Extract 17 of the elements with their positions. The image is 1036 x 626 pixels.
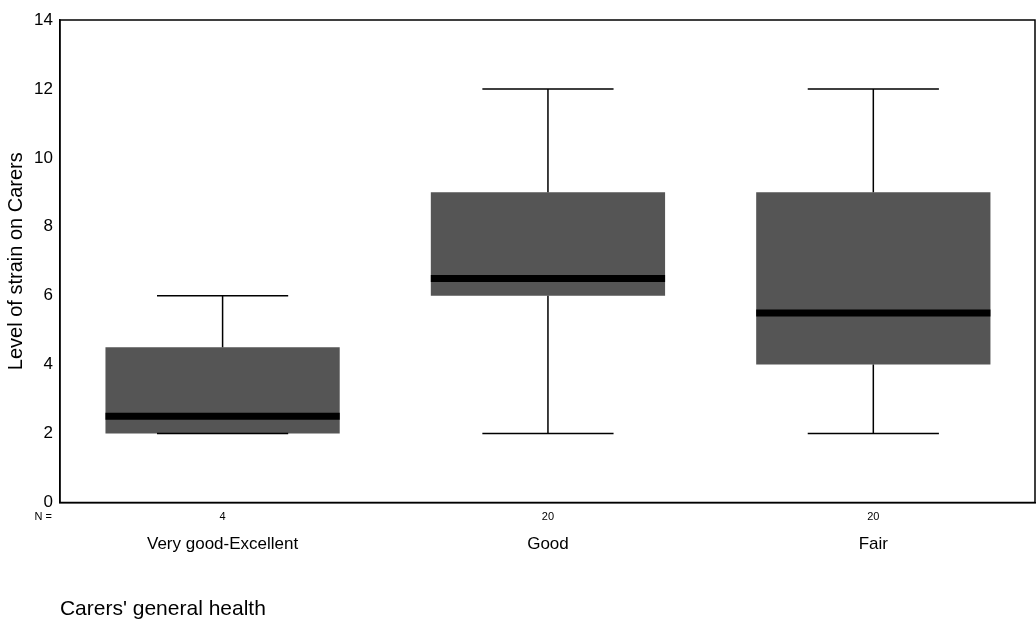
x-axis-title: Carers' general health [59,596,266,620]
text: 4 [219,510,226,523]
text: 20 [867,510,880,523]
text: 20 [541,510,555,523]
y-tick-label: 14 [33,9,53,29]
y-tick-label: 0 [43,492,53,512]
x-tick-label: Good [527,534,569,554]
y-tick-label: 12 [33,78,53,98]
text: N = [34,510,52,523]
x-tick-label: Fair [858,534,889,554]
y-axis-title: Level of strain on Carers [3,152,26,371]
y-tick-label: 10 [33,147,53,167]
y-tick-label: 4 [43,354,53,374]
x-tick-label: Very good-Excellent [146,534,299,554]
y-tick-label: 8 [43,216,53,236]
y-tick-label: 6 [43,285,53,305]
y-tick-label: 2 [43,423,53,443]
